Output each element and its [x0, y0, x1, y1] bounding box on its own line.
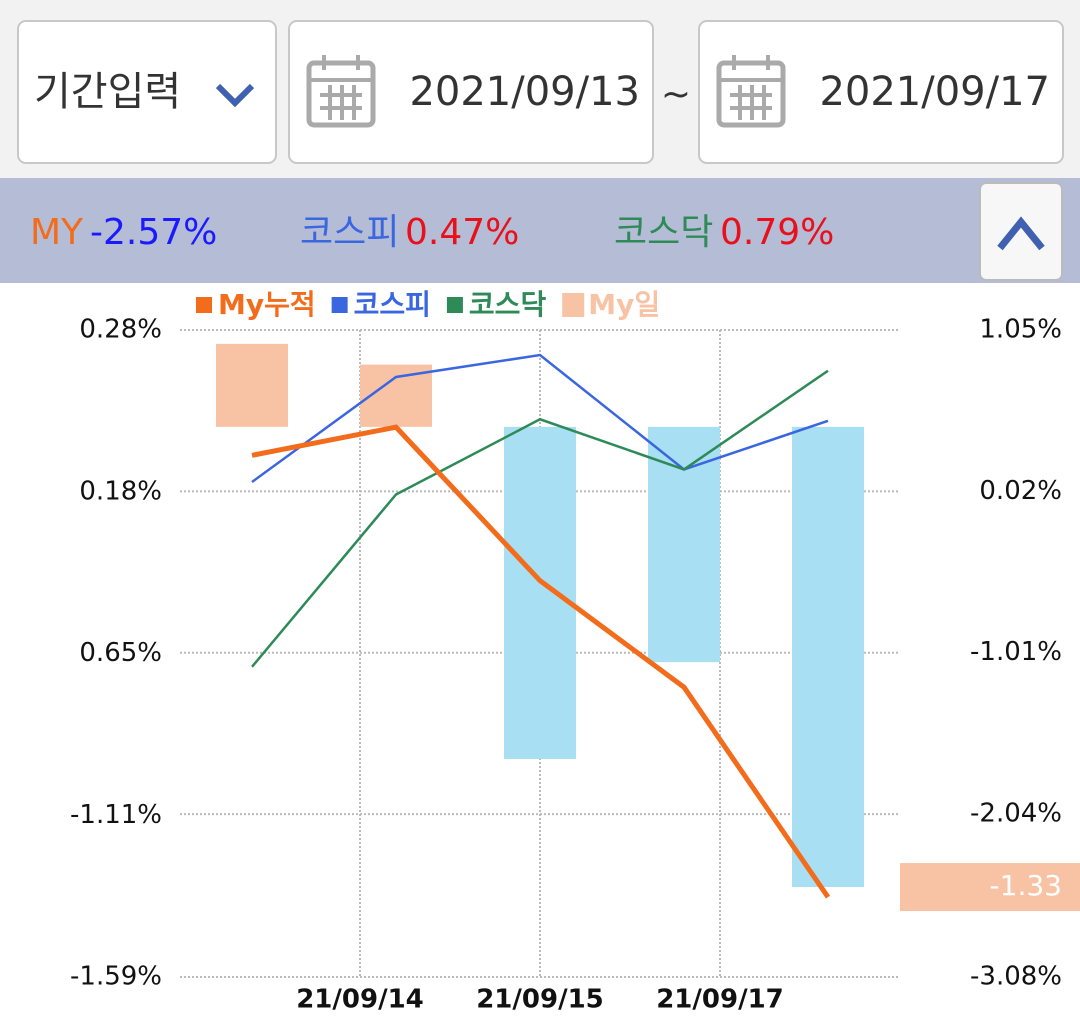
selector-label: 기간입력: [34, 69, 181, 115]
bar: [504, 426, 576, 760]
y2-tick-label: 1.05%: [979, 315, 1062, 345]
start-date[interactable]: 2021/09/13: [288, 20, 654, 164]
legend-label: My일: [588, 288, 660, 321]
y-tick-label: -1.59%: [70, 962, 162, 992]
y2-tick-label: -2.04%: [970, 799, 1062, 829]
y2-tick-label: 0.02%: [979, 476, 1062, 506]
calendar-icon: [306, 60, 376, 128]
summary-value: 0.79%: [720, 212, 834, 253]
summary-name: MY: [30, 212, 84, 253]
x-tick-label: 21/09/15: [476, 985, 604, 1015]
date-box[interactable]: [698, 20, 1064, 164]
line: [251, 353, 829, 483]
calendar-icon-lines: [309, 55, 373, 120]
end-date[interactable]: 2021/09/17: [698, 20, 1064, 164]
summary-value: 0.47%: [405, 212, 519, 253]
button-box[interactable]: [979, 182, 1063, 281]
value-label: -1.33: [990, 869, 1062, 902]
end-date-text: 2021/09/17: [819, 69, 1050, 115]
summary-value: -2.57%: [90, 212, 217, 253]
y-tick-label: -1.11%: [70, 800, 162, 830]
period-selector[interactable]: 기간입력: [17, 20, 277, 164]
summary-name: 코스피: [300, 212, 399, 253]
chart: 1.05% 0.02% -1.01% -2.04% -3.08% 0.28% 0.18% 0.…: [70, 288, 1080, 1015]
y-tick-label: 0.18%: [79, 476, 162, 506]
legend-swatch: [196, 297, 212, 313]
date-separator: ~: [661, 74, 691, 115]
x-tick-label: 21/09/17: [656, 985, 784, 1015]
x-tick-label: 21/09/14: [296, 985, 424, 1015]
calendar-icon-lines: [719, 55, 783, 120]
y2-tick-label: -3.08%: [970, 962, 1062, 992]
value-label-box: [900, 863, 1080, 912]
y-tick-label: 0.65%: [79, 638, 162, 668]
legend-label: 코스피: [354, 288, 431, 321]
summary-bar: [0, 178, 1080, 283]
summary: MY -2.57% 코스피 0.47% 코스닥 0.79%: [30, 212, 834, 253]
date-box[interactable]: [288, 20, 654, 164]
line: [251, 424, 831, 899]
legend-swatch: [446, 297, 463, 313]
line: [251, 369, 829, 668]
chevron-icon: [215, 83, 255, 108]
y-tick-label: 0.28%: [79, 315, 162, 345]
legend-label: My누적: [218, 288, 316, 321]
legend-swatch: [331, 297, 348, 313]
start-date-text: 2021/09/13: [409, 69, 640, 115]
collapse-button[interactable]: [979, 182, 1063, 281]
y2-tick-label: -1.01%: [970, 637, 1062, 667]
up-arrow-icon: [997, 216, 1045, 251]
bar: [792, 426, 864, 888]
summary-name: 코스닥: [614, 212, 713, 253]
legend-swatch: [562, 293, 585, 317]
calendar-icon: [716, 60, 786, 128]
bar: [216, 343, 288, 427]
bar: [648, 426, 720, 663]
selector-box[interactable]: [17, 20, 277, 164]
legend-label: 코스닥: [469, 288, 547, 321]
